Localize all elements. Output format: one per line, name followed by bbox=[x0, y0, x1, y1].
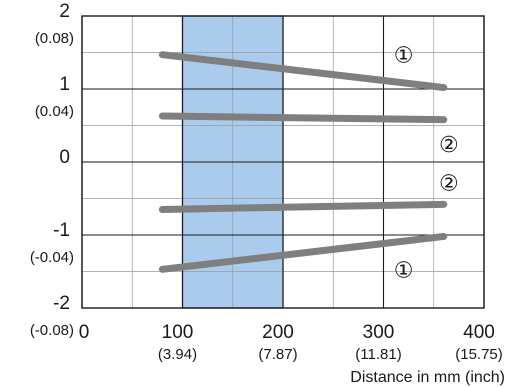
y-tick-label: 0 bbox=[59, 147, 70, 168]
plot-frame-layer bbox=[81, 15, 485, 309]
plot-frame bbox=[81, 15, 485, 309]
x-tick-sublabel: (7.87) bbox=[258, 346, 297, 363]
y-tick-sublabel: (0.04) bbox=[35, 103, 74, 120]
x-tick-sublabel: (11.81) bbox=[355, 346, 401, 363]
series-label-1: ① bbox=[394, 44, 414, 69]
series-label-4: ① bbox=[394, 258, 414, 283]
series-line-2 bbox=[158, 112, 448, 124]
y-tick-sublabel: (-0.08) bbox=[30, 322, 74, 339]
y-tick-label: -2 bbox=[53, 293, 70, 314]
series-label-2: ② bbox=[439, 133, 459, 158]
x-tick-label: 300 bbox=[363, 322, 395, 343]
series-line-4 bbox=[158, 232, 448, 273]
series-label-3: ② bbox=[439, 171, 459, 196]
x-tick-label: 400 bbox=[463, 322, 495, 343]
y-tick-sublabel: (0.08) bbox=[35, 30, 74, 47]
x-tick-label: 0 bbox=[79, 322, 90, 343]
tick-label-layer: 2 (0.08) 1 (0.04) 0 -1 (-0.04) -2 (-0.08) 0 100 (3.… bbox=[30, 1, 503, 363]
y-tick-label: 1 bbox=[59, 74, 70, 95]
x-tick-sublabel: (15.75) bbox=[455, 346, 503, 363]
series-layer: ① ② ② ① bbox=[158, 44, 459, 283]
series-line-3 bbox=[158, 200, 448, 213]
y-tick-label: 2 bbox=[59, 1, 70, 22]
x-tick-label: 100 bbox=[162, 322, 194, 343]
grid-layer bbox=[81, 15, 485, 309]
series-line-1 bbox=[158, 51, 448, 92]
y-tick-sublabel: (-0.04) bbox=[30, 249, 74, 266]
y-tick-label: -1 bbox=[53, 220, 70, 241]
x-axis-title: Distance in mm (inch) bbox=[350, 369, 505, 386]
x-tick-label: 200 bbox=[262, 322, 294, 343]
x-tick-sublabel: (3.94) bbox=[158, 346, 197, 363]
